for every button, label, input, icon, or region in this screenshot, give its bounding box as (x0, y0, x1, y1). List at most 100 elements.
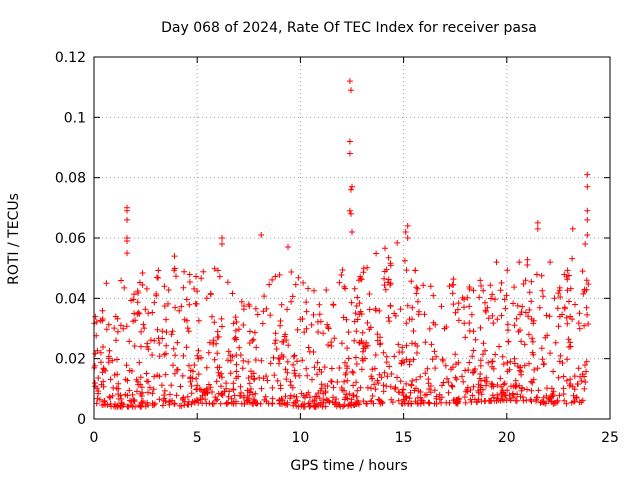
data-point (142, 306, 149, 313)
data-point (241, 400, 248, 407)
data-point (430, 292, 437, 299)
data-point (237, 352, 244, 358)
data-point (546, 395, 553, 402)
data-point (536, 304, 543, 311)
data-point (240, 322, 247, 328)
data-point (492, 351, 499, 358)
data-point (395, 397, 402, 404)
y-tick-label: 0.1 (64, 110, 86, 126)
data-point (132, 317, 139, 324)
data-point (316, 301, 323, 308)
data-point (253, 344, 260, 351)
data-point (134, 378, 141, 385)
data-point (382, 286, 389, 293)
data-point (216, 364, 223, 371)
data-point (360, 398, 367, 405)
data-point (123, 362, 130, 369)
data-point (207, 384, 214, 391)
data-point (424, 365, 431, 372)
x-tick-label: 10 (291, 430, 309, 446)
data-point (525, 313, 532, 320)
data-point (144, 343, 151, 350)
data-point (489, 312, 496, 319)
data-point (413, 385, 419, 392)
data-point (171, 267, 178, 274)
data-point (462, 367, 469, 374)
data-point (303, 299, 310, 306)
data-point (244, 387, 251, 394)
data-point (498, 312, 505, 319)
data-point (100, 344, 106, 350)
data-point (123, 323, 130, 330)
data-point (366, 326, 373, 333)
data-point (504, 321, 511, 328)
data-point (163, 342, 170, 349)
data-point (172, 304, 179, 311)
data-point (551, 295, 558, 302)
data-point (137, 374, 144, 381)
data-point (138, 328, 145, 335)
data-point (514, 391, 521, 398)
data-point (186, 362, 192, 369)
data-point (124, 238, 130, 244)
data-point (454, 400, 461, 407)
data-point (124, 250, 130, 257)
data-point (409, 316, 415, 323)
data-point (477, 357, 484, 364)
data-point (481, 377, 488, 384)
data-point (207, 291, 214, 298)
data-point (313, 393, 320, 400)
data-point (385, 276, 392, 283)
data-point (331, 335, 338, 342)
data-point (159, 328, 166, 335)
data-point (511, 284, 518, 291)
data-point (305, 400, 312, 407)
data-point (396, 349, 403, 356)
data-point (358, 311, 365, 317)
data-point (548, 385, 555, 392)
data-point (309, 376, 315, 383)
data-point (311, 397, 318, 404)
data-point (262, 393, 269, 400)
data-point (211, 265, 218, 272)
data-point (461, 394, 468, 400)
data-point (463, 386, 470, 393)
data-point (584, 207, 591, 214)
data-point (403, 320, 410, 327)
data-point (372, 386, 379, 393)
data-point (540, 293, 547, 300)
data-point (516, 259, 523, 266)
data-point (305, 285, 312, 292)
data-point (195, 355, 202, 362)
data-point (444, 375, 450, 382)
data-point (215, 267, 221, 274)
data-point (490, 320, 497, 327)
data-point (581, 286, 588, 293)
data-point (106, 347, 113, 354)
data-point (120, 325, 127, 332)
data-point (408, 382, 415, 389)
data-point (583, 277, 590, 284)
data-point (397, 306, 404, 313)
data-point (529, 335, 536, 342)
data-point (564, 276, 571, 283)
data-point (430, 319, 437, 326)
data-point (422, 370, 429, 377)
data-point (497, 287, 504, 294)
data-point (99, 316, 106, 322)
data-point (298, 390, 305, 397)
data-point (363, 339, 370, 346)
data-point (519, 303, 526, 310)
data-point (500, 361, 507, 368)
data-point (401, 257, 408, 264)
data-point (461, 320, 468, 327)
data-point (511, 394, 517, 401)
data-point (178, 303, 185, 310)
data-point (294, 397, 301, 404)
chart-title: Day 068 of 2024, Rate Of TEC Index for r… (161, 20, 537, 36)
data-point (362, 345, 369, 351)
data-point (342, 359, 348, 366)
data-point (180, 352, 187, 359)
data-point (469, 353, 476, 360)
data-point (528, 378, 535, 385)
